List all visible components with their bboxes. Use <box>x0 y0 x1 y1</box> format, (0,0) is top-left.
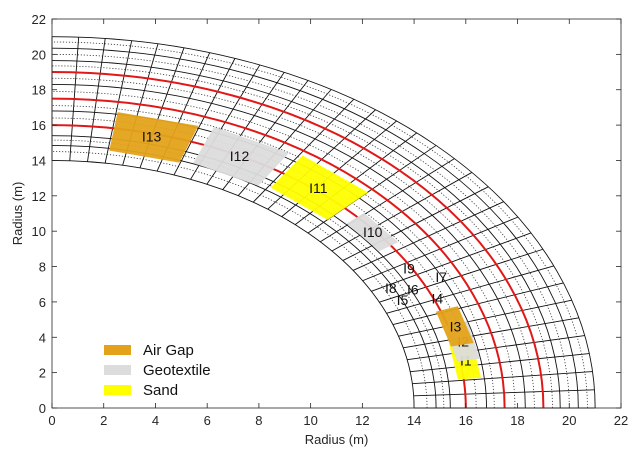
zone-label-i11: I11 <box>309 180 328 196</box>
y-tick-label-0: 0 <box>39 401 46 416</box>
x-tick-label-2: 4 <box>152 413 159 428</box>
zone-label-i7: I7 <box>435 269 447 285</box>
x-tick-label-11: 22 <box>614 413 628 428</box>
x-axis-title: Radius (m) <box>305 432 369 447</box>
zone-patch-i10 <box>346 212 399 252</box>
legend-swatch-2 <box>104 385 131 395</box>
x-tick-label-5: 10 <box>303 413 317 428</box>
y-tick-label-4: 8 <box>39 260 46 275</box>
legend-label-2: Sand <box>143 382 178 399</box>
y-tick-label-9: 18 <box>32 83 46 98</box>
plot-frame <box>51 18 622 409</box>
zone-label-i3: I3 <box>450 319 462 335</box>
zone-label-i13: I13 <box>142 129 162 145</box>
x-tick-label-4: 8 <box>255 413 262 428</box>
legend: Air Gap Geotextile Sand <box>104 342 211 399</box>
legend-label-0: Air Gap <box>143 342 194 359</box>
mesh-red-arc-1 <box>51 97 506 409</box>
zone-label-i12: I12 <box>230 148 250 164</box>
y-tick-label-1: 2 <box>39 366 46 381</box>
mesh-layer <box>51 36 596 409</box>
x-tick-label-9: 18 <box>510 413 524 428</box>
x-tick-label-7: 14 <box>407 413 421 428</box>
zone-patch-i3 <box>435 306 474 347</box>
x-tick-label-3: 6 <box>204 413 211 428</box>
zone-label-i5: I5 <box>397 292 409 308</box>
zone-label-i6: I6 <box>407 282 419 298</box>
legend-swatch-1 <box>104 365 131 375</box>
y-tick-label-7: 14 <box>32 153 46 168</box>
mesh-dotted-arc-4 <box>51 91 516 409</box>
y-tick-label-5: 10 <box>32 224 46 239</box>
mesh-red-arc-2 <box>51 71 545 409</box>
y-axis-title: Radius (m) <box>10 182 25 246</box>
mesh-dotted-arc-3 <box>51 105 495 409</box>
zone-patch-i13 <box>109 112 199 163</box>
y-tick-label-8: 16 <box>32 118 46 133</box>
axes-layer: 0 2 4 6 8 10 12 14 16 18 20 22 0 2 4 6 8 10 12 14 16 18 20 22 Ra… <box>10 12 628 447</box>
y-tick-label-10: 20 <box>32 47 46 62</box>
mesh-arc-8 <box>51 60 561 409</box>
mesh-dotted-arc-8 <box>51 41 588 409</box>
mesh-arc-0 <box>51 160 415 409</box>
zone-label-i9: I9 <box>403 260 415 276</box>
zone-label-i10: I10 <box>363 224 383 240</box>
x-tick-label-0: 0 <box>48 413 55 428</box>
zone-patch-i11 <box>270 155 368 220</box>
mesh-dotted-arc-5 <box>51 77 535 409</box>
zone-patch-i12 <box>193 126 289 186</box>
x-tick-label-1: 2 <box>100 413 107 428</box>
x-tick-label-10: 20 <box>562 413 576 428</box>
y-tick-label-3: 6 <box>39 295 46 310</box>
mesh-dotted-arc-0 <box>51 151 428 409</box>
y-tick-label-2: 4 <box>39 330 46 345</box>
legend-label-1: Geotextile <box>143 362 211 379</box>
zone-layer: I1I2I3I4I5I6I7I8I9I10I11I12I13 <box>109 112 482 380</box>
x-tick-label-8: 16 <box>459 413 473 428</box>
y-tick-label-11: 22 <box>32 12 46 27</box>
zone-label-i4: I4 <box>432 290 444 306</box>
mesh-dotted-arc-1 <box>51 139 445 409</box>
y-tick-label-6: 12 <box>32 189 46 204</box>
zone-label-i8: I8 <box>385 280 397 296</box>
mesh-dotted-arc-7 <box>51 53 570 409</box>
legend-swatch-0 <box>104 345 131 355</box>
x-tick-label-6: 12 <box>355 413 369 428</box>
